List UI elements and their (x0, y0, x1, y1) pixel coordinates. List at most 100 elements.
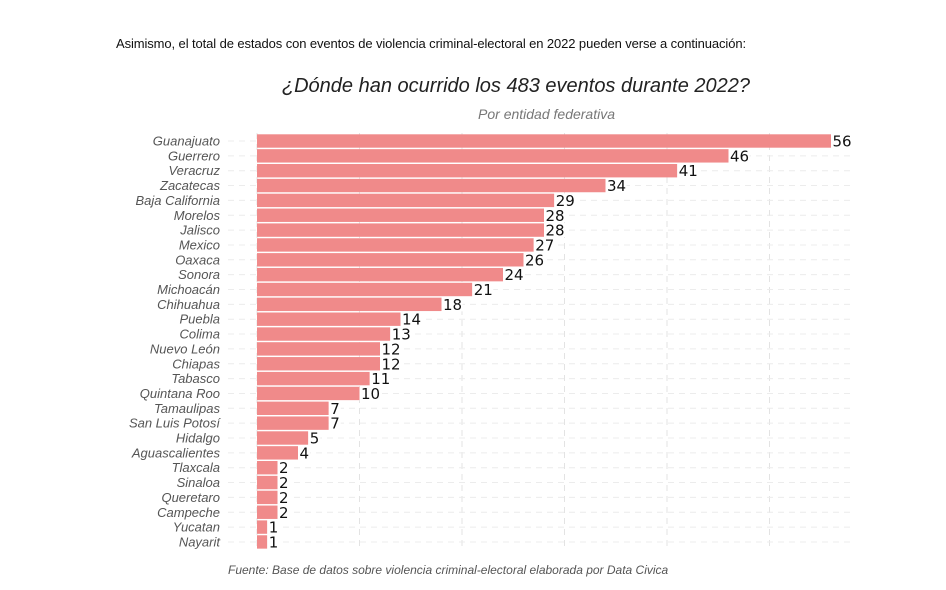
value-label: 12 (382, 355, 401, 373)
category-label: Campeche (157, 505, 220, 520)
bar (257, 386, 360, 401)
value-label: 12 (382, 340, 401, 358)
bar (257, 505, 278, 519)
value-label-background (267, 534, 280, 549)
value-label: 29 (556, 192, 575, 210)
category-label: Tamaulipas (154, 401, 221, 416)
bar (257, 461, 278, 475)
bar (257, 297, 442, 312)
bar (257, 223, 544, 237)
bar (257, 520, 268, 534)
value-label-background (359, 386, 381, 401)
value-label: 2 (279, 459, 289, 477)
category-label: Veracruz (168, 163, 220, 178)
category-label: Aguascalientes (131, 445, 221, 460)
value-label: 7 (330, 415, 340, 433)
category-label: Guanajuato (153, 134, 220, 149)
value-label: 24 (505, 266, 524, 284)
value-label-background (277, 460, 290, 475)
category-label: Zacatecas (159, 178, 220, 193)
value-label-background (831, 134, 852, 148)
category-label: Tabasco (171, 371, 220, 386)
chart-caption: Fuente: Base de datos sobre violencia cr… (228, 563, 669, 577)
value-label: 1 (269, 533, 279, 551)
value-label-background (328, 416, 341, 431)
value-label-background (308, 431, 321, 445)
bars (257, 134, 831, 549)
value-label-background (380, 356, 401, 371)
category-label: Hidalgo (176, 431, 220, 446)
value-label: 27 (535, 236, 554, 254)
category-label: Tlaxcala (172, 460, 220, 475)
value-label: 18 (443, 296, 462, 314)
value-label: 13 (392, 326, 411, 344)
value-label: 28 (546, 207, 565, 225)
bar (257, 267, 503, 282)
bar (257, 475, 278, 490)
value-label: 21 (474, 281, 493, 299)
value-label: 2 (279, 504, 289, 522)
value-label: 11 (371, 370, 390, 388)
intro-text: Asimismo, el total de estados con evento… (116, 36, 746, 51)
category-label: Queretaro (161, 490, 220, 505)
value-label-background (533, 237, 555, 252)
bar (257, 312, 401, 326)
value-label: 14 (402, 311, 421, 329)
category-label: Chiapas (172, 356, 220, 371)
value-label: 7 (330, 400, 340, 418)
bar (257, 371, 370, 386)
value-label-background (277, 505, 290, 520)
bar (257, 401, 329, 415)
bar (257, 208, 544, 222)
chart-title: ¿Dónde han ocurrido los 483 eventos dura… (282, 75, 751, 97)
bar (257, 416, 329, 430)
chart-subtitle: Por entidad federativa (478, 106, 615, 122)
category-label: Sonora (178, 267, 220, 282)
value-label: 46 (730, 147, 749, 165)
category-labels: GuanajuatoGuerreroVeracruzZacatecasBaja … (129, 134, 221, 550)
value-label-background (544, 223, 565, 238)
value-label-background (677, 163, 699, 178)
bar (257, 327, 391, 341)
value-label: 26 (525, 251, 544, 269)
value-label-background (328, 401, 341, 416)
bar (257, 164, 678, 178)
value-label-background (277, 475, 290, 490)
bar (257, 238, 534, 252)
value-label: 56 (833, 133, 852, 151)
category-label: Michoacán (157, 282, 220, 297)
value-label: 28 (546, 222, 565, 240)
value-label: 2 (279, 474, 289, 492)
bar (257, 535, 268, 549)
bar (257, 431, 309, 445)
value-label-background (544, 208, 565, 223)
category-label: San Luis Potosí (129, 416, 221, 431)
bar (257, 193, 555, 208)
value-label-background (554, 193, 576, 208)
value-label: 5 (310, 430, 320, 448)
bar (257, 282, 473, 297)
category-label: Puebla (180, 312, 220, 327)
value-label-background (728, 148, 750, 163)
value-label-background (441, 297, 463, 312)
value-label: 1 (269, 519, 279, 537)
bar (257, 490, 278, 505)
value-labels: 5646413429282827262421181413121211107754… (267, 133, 852, 551)
category-label: Nuevo León (150, 341, 220, 356)
value-label-background (298, 445, 310, 460)
category-label: Oaxaca (175, 252, 220, 267)
category-label: Yucatan (173, 520, 220, 535)
bar (257, 253, 524, 267)
category-label: Quintana Roo (140, 386, 220, 401)
bar (257, 178, 606, 193)
value-label: 4 (300, 444, 310, 462)
value-label-background (472, 282, 494, 297)
value-label-background (523, 252, 545, 267)
bar (257, 342, 380, 356)
value-label-background (400, 312, 422, 327)
bar (257, 149, 729, 163)
value-label-background (390, 327, 412, 342)
bar (257, 446, 298, 460)
value-label-background (380, 341, 401, 356)
